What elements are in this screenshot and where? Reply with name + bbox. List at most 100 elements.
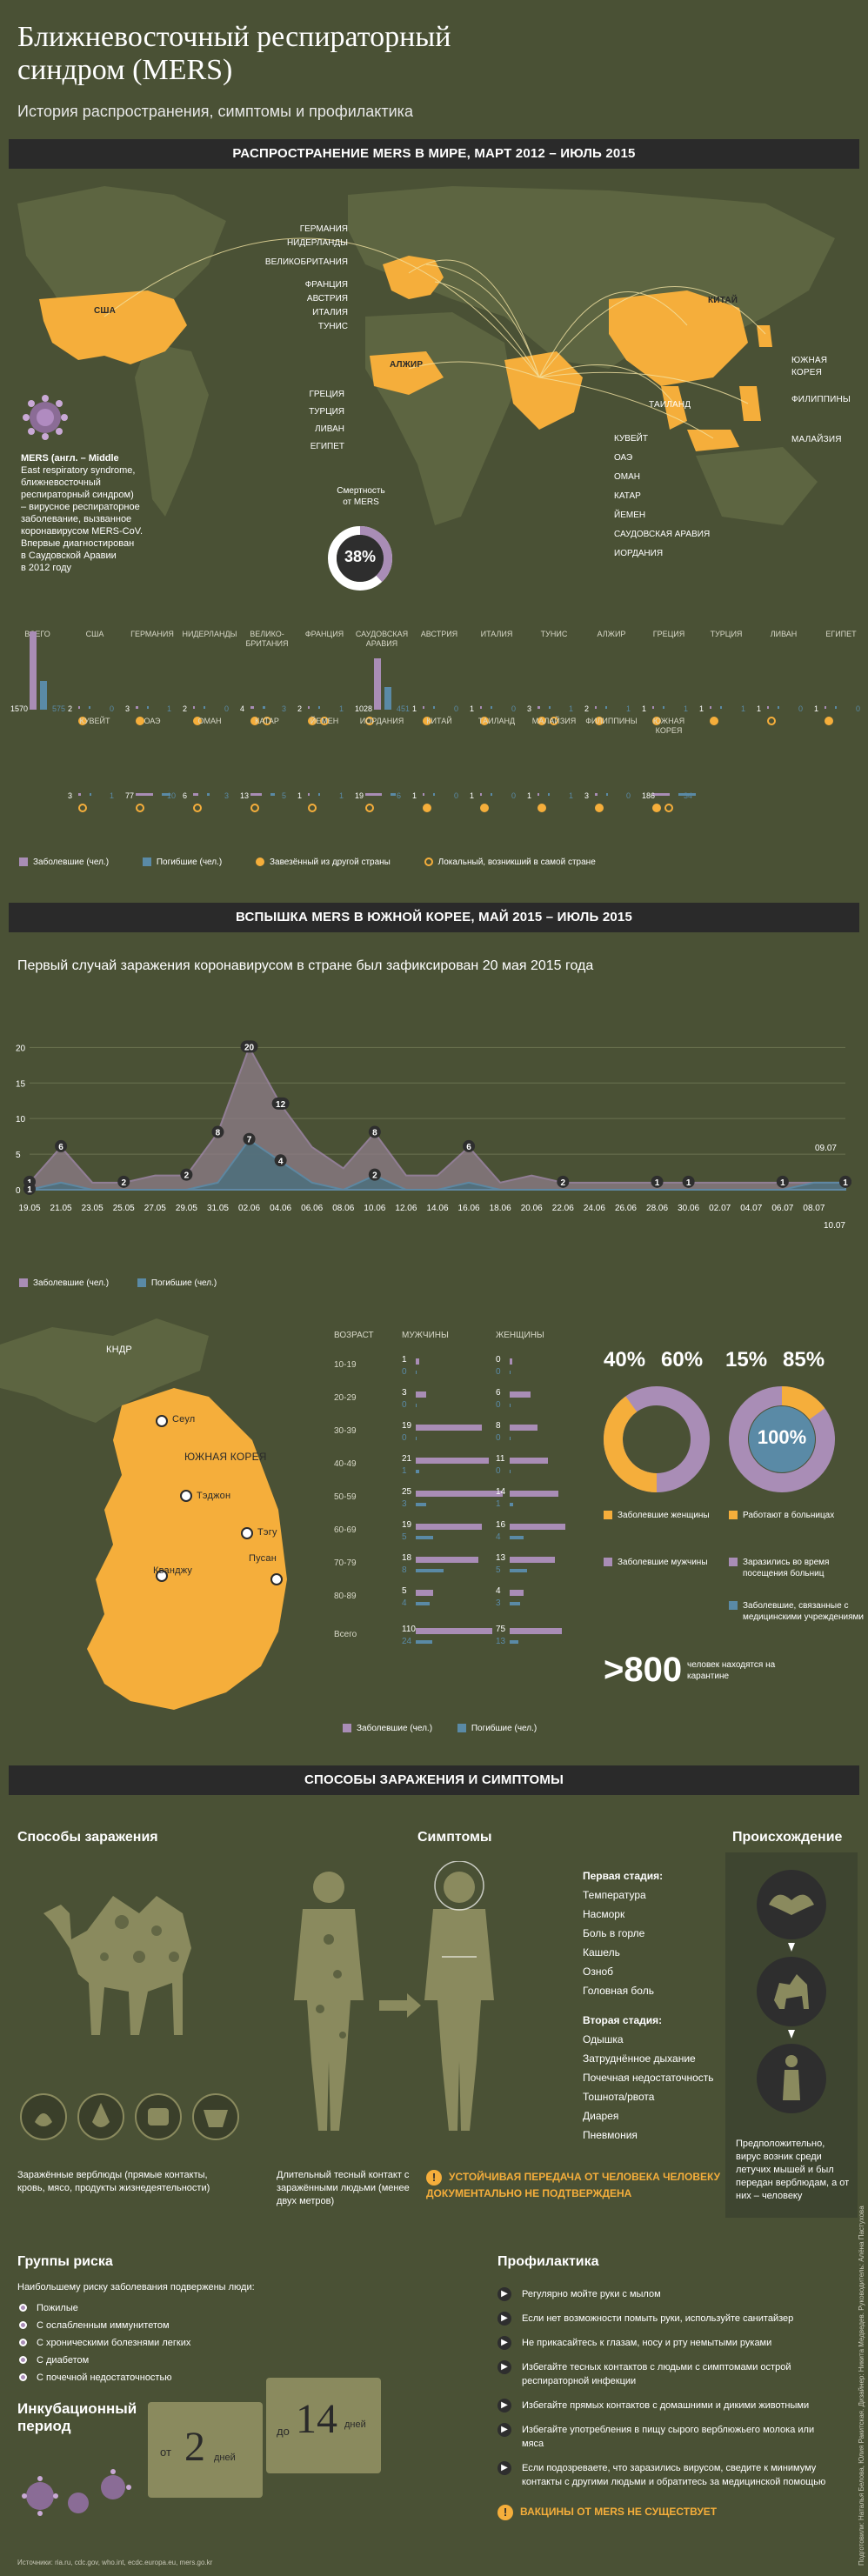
donut-legend-men: Заболевшие мужчины [604,1557,722,1568]
bar-cases [537,706,540,709]
men-cases-value: 21 [402,1454,412,1464]
cases-label: 6 [466,1143,471,1152]
bar-deaths [89,706,90,709]
origin-icon [825,717,833,725]
deaths-label: 1 [843,1178,848,1188]
country-name: ИТАЛИЯ [480,630,513,638]
women-cases-value: 8 [496,1421,501,1431]
origin-icon [710,717,718,725]
value-deaths: 10 [167,791,177,800]
bar-deaths [270,793,275,796]
country-name: ОАЭ [144,717,161,725]
cases-label-bg [682,1175,695,1188]
value-cases: 1 [642,704,647,713]
origin-icon [652,717,661,725]
men-cases-value: 5 [402,1586,407,1596]
value-cases: 1 [412,791,417,800]
human-transmission-icon [294,1861,494,2131]
bar-deaths [720,706,722,709]
list-item: С диабетом [17,2352,190,2369]
country-name: ИОРДАНИЯ [359,717,404,725]
bar-deaths [147,706,149,709]
men-cases-bar [416,1524,482,1530]
country-chart-legend: Заболевшие (чел.) Погибшие (чел.) Завезё… [19,858,596,867]
bar-cases [595,793,598,796]
symptoms-list: Первая стадия: Температура Насморк Боль … [583,1870,714,2141]
country-name: НИДЕРЛАНДЫ [182,630,237,638]
value-deaths: 0 [798,704,804,713]
donut-legend-work: Работают в больницах [729,1510,847,1521]
country-column: САУДОВСКАЯ АРАВИЯ 1028 451 [353,630,411,725]
list-item: Избегайте прямых контактов с домашними и… [497,2399,828,2412]
bar-deaths [663,706,664,709]
cases-label: 8 [372,1129,377,1138]
map-label-usa: США [94,306,117,316]
mortality-donut [328,526,392,591]
credits: Подготовили: Наталья Белова, Юлия Ракитс… [858,2206,865,2566]
bar-cases [423,793,424,796]
value-deaths: 1 [741,704,746,713]
value-cases: 3 [68,791,73,800]
symptoms-heading: Симптомы [417,1830,492,1845]
warning-icon: ! [497,2505,513,2520]
x-tick-label: 23.05 [82,1204,103,1213]
x-end-label-bottom: 10.07 [824,1221,845,1231]
land-usa [39,290,187,364]
origin-icon [136,804,144,812]
x-tick-label: 16.06 [458,1204,480,1213]
deaths-label-bg [243,1132,256,1145]
value-deaths: 5 [282,791,287,800]
women-cases-bar [510,1590,524,1596]
men-deaths-bar [416,1371,417,1374]
legend-cases-swatch [19,858,28,867]
bar-deaths [835,706,837,709]
transmission-icons [20,2093,239,2140]
bar-cases [30,631,37,710]
cases-label-bg [271,1097,290,1110]
list-item: С ослабленным иммунитетом [17,2317,190,2334]
men-cases-bar [416,1358,419,1365]
bar-cases [193,793,198,796]
calendar-to-label: до [277,2425,290,2438]
bar-cases [423,706,424,709]
map-label-dprk: КНДР [106,1345,132,1355]
y-tick-label: 10 [16,1115,26,1124]
list-item: Избегайте употребления в пищу сырого вер… [497,2423,828,2451]
men-deaths-value: 1 [402,1466,407,1476]
country-column: ГРЕЦИЯ 1 1 [640,630,698,725]
women-cases-value: 13 [496,1553,506,1563]
cases-label-bg [368,1125,381,1138]
women-deaths-bar [510,1602,520,1605]
origin-icon [423,717,431,725]
men-cases-value: 25 [402,1487,412,1497]
legend-women-swatch [604,1511,612,1519]
value-deaths: 34 [684,791,693,800]
list-item: Избегайте тесных контактов с людьми с си… [497,2360,828,2388]
value-deaths: 1 [684,704,689,713]
virus-icon [23,395,68,440]
bar-deaths [433,793,435,796]
men-cases-value: 18 [402,1553,412,1563]
bar-deaths [491,793,492,796]
value-deaths: 6 [397,791,402,800]
value-deaths: 1 [569,704,574,713]
age-table: ВОЗРАСТ МУЖЧИНЫ ЖЕНЩИНЫ 10-19 1 0 0 0 20-29 3 0… [334,1331,578,1705]
men-deaths-bar [416,1470,419,1473]
cases-label: 1 [686,1178,691,1188]
bar-cases [308,706,310,709]
women-deaths-bar [510,1437,511,1440]
value-deaths: 1 [110,791,115,800]
age-label: 40-49 [334,1459,357,1469]
bar-deaths [384,687,391,710]
cases-label-bg [557,1175,570,1188]
bar-cases [537,793,539,796]
women-cases-value: 75 [496,1625,506,1634]
risk-intro: Наибольшему риску заболевания подвержены… [17,2282,255,2292]
women-deaths-value: 0 [496,1466,501,1476]
origin-icon [320,717,329,725]
virus-cluster-icon [22,2469,131,2516]
country-name: АРАВИЯ [365,639,398,648]
x-tick-label: 31.05 [207,1204,229,1213]
value-cases: 3 [527,704,532,713]
origin-icon [78,804,87,812]
